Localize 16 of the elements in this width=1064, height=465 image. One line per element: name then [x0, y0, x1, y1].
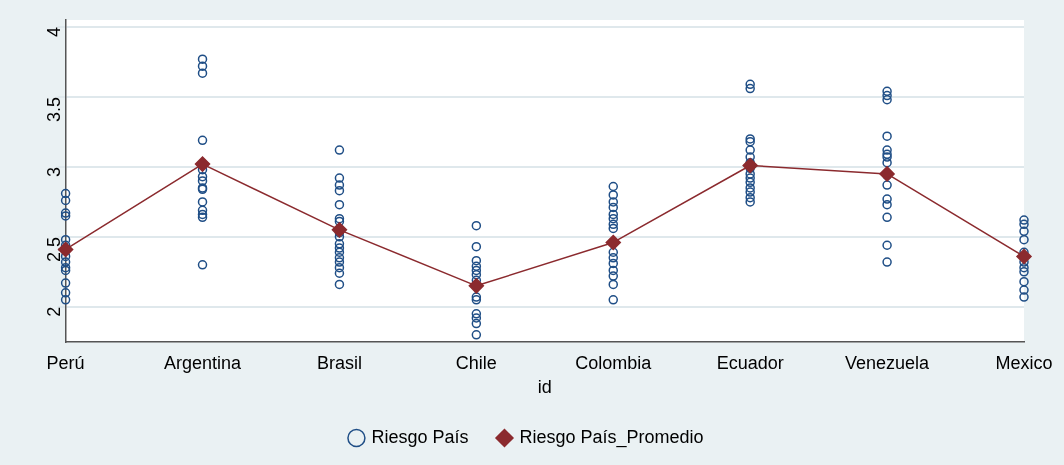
y-tick-label: 3.5: [43, 96, 64, 122]
x-tick-label: Ecuador: [716, 352, 784, 373]
x-tick-label: Brasil: [316, 352, 362, 373]
legend-label: Riesgo País_Promedio: [519, 426, 704, 448]
y-tick-label: 2: [43, 306, 64, 317]
x-tick-label: Colombia: [575, 352, 653, 373]
legend-label: Riesgo País: [371, 426, 469, 447]
x-tick-label: Perú: [46, 352, 85, 373]
y-tick-label: 3: [43, 166, 64, 177]
y-tick-label: 4: [43, 27, 64, 38]
y-tick-label: 2.5: [43, 236, 64, 262]
x-tick-label: Venezuela: [845, 352, 931, 373]
x-tick-label: Chile: [455, 352, 497, 373]
x-axis-title: id: [537, 377, 552, 398]
x-tick-label: Argentina: [163, 352, 243, 373]
x-tick-label: Mexico: [995, 352, 1053, 373]
